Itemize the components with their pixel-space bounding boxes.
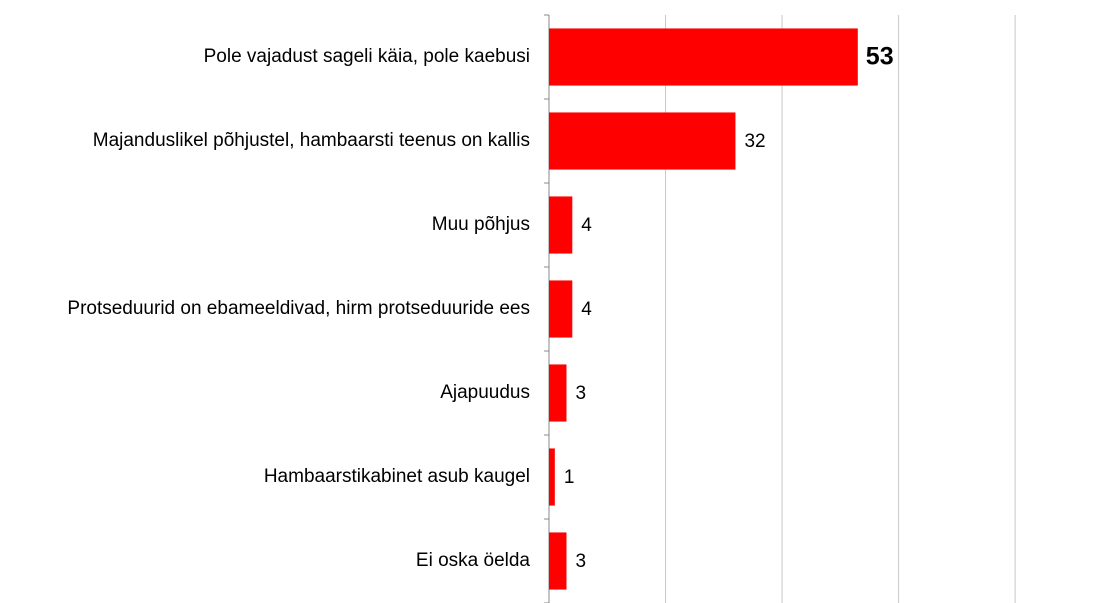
category-label: Ei oska öelda [415,550,530,571]
value-label: 32 [744,131,765,152]
category-label: Pole vajadust sageli käia, pole kaebusi [203,46,530,67]
value-label: 53 [866,43,894,71]
category-label: Protseduurid on ebameeldivad, hirm prots… [67,298,530,319]
category-label-box: Protseduurid on ebameeldivad, hirm prots… [0,267,530,351]
category-label-box: Pole vajadust sageli käia, pole kaebusi [0,15,530,99]
bar [549,280,573,338]
bar [549,196,573,254]
value-label: 4 [581,299,592,320]
category-label: Ajapuudus [440,382,530,403]
value-label: 4 [581,215,592,236]
value-label: 3 [575,551,586,572]
bar [549,28,858,86]
category-label-box: Hambaarstikabinet asub kaugel [0,435,530,519]
value-label: 1 [564,467,575,488]
bar [549,532,567,590]
category-label-box: Ei oska öelda [0,519,530,603]
category-label: Muu põhjus [431,214,530,235]
bar [549,112,736,170]
category-label-box: Muu põhjus [0,183,530,267]
bar [549,364,567,422]
category-label-box: Ajapuudus [0,351,530,435]
category-label: Majanduslikel põhjustel, hambaarsti teen… [92,130,530,151]
value-label: 3 [575,383,586,404]
bar [549,448,555,506]
category-label: Hambaarstikabinet asub kaugel [263,466,530,487]
category-label-box: Majanduslikel põhjustel, hambaarsti teen… [0,99,530,183]
